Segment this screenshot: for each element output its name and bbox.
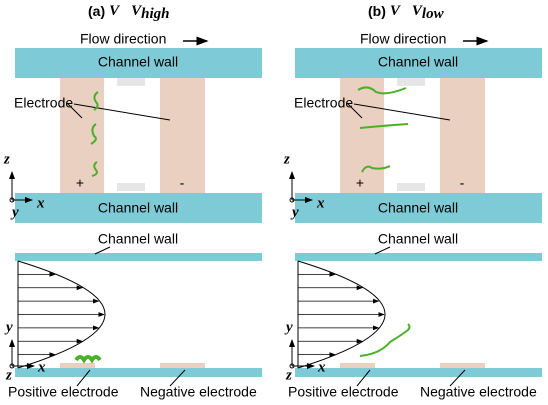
gap-mark [397,78,425,86]
axis-label: x [316,195,325,211]
wall-label: Channel wall [378,54,458,70]
electrode-pad [440,363,485,368]
heading-part: V [390,3,402,19]
wall-label: Channel wall [98,231,178,247]
channel-wall [15,368,262,377]
electrode-pad [60,363,95,368]
axis-label: y [290,204,299,220]
leader [95,247,110,254]
gap-mark [117,78,145,86]
axis-label: z [285,367,292,383]
wall-label: Channel wall [98,54,178,70]
minus-sign: - [460,175,465,191]
axis-label: z [5,367,12,383]
heading-part: (b) [368,3,386,19]
channel-wall [295,368,542,377]
flow-label: Flow direction [80,31,166,47]
dna-molecule [360,324,410,356]
heading-part: high [141,6,169,22]
electrode-pad [160,363,205,368]
gap-mark [117,183,145,191]
plus-sign: + [356,175,364,191]
wall-label: Channel wall [98,200,178,216]
electrode-caption: Positive electrode [8,384,119,400]
leader [375,247,390,254]
axis-label: x [37,359,46,375]
axis-label: y [284,319,293,335]
flow-label: Flow direction [360,31,446,47]
electrode-caption: Negative electrode [420,384,537,400]
electrode-caption: Positive electrode [288,384,399,400]
axis-label: z [283,151,290,167]
heading-part: (a) [88,3,105,19]
axis-label: y [4,319,13,335]
minus-sign: - [180,175,185,191]
heading-part: V [109,3,121,19]
plus-sign: + [76,175,84,191]
axis-label: z [3,151,10,167]
electrode-pad [340,363,375,368]
channel-wall [15,253,262,261]
diagram: (a)VVhighFlow directionChannel wallChann… [0,0,548,400]
electrode-label: Electrode [294,95,353,111]
heading-part: low [422,6,445,22]
dna-molecule [76,357,100,360]
channel-wall [295,253,542,261]
axis-label: x [317,359,326,375]
wall-label: Channel wall [378,231,458,247]
electrode-caption: Negative electrode [140,384,257,400]
electrode-label: Electrode [14,95,73,111]
axis-label: x [36,195,45,211]
gap-mark [397,183,425,191]
axis-label: y [10,204,19,220]
wall-label: Channel wall [378,200,458,216]
